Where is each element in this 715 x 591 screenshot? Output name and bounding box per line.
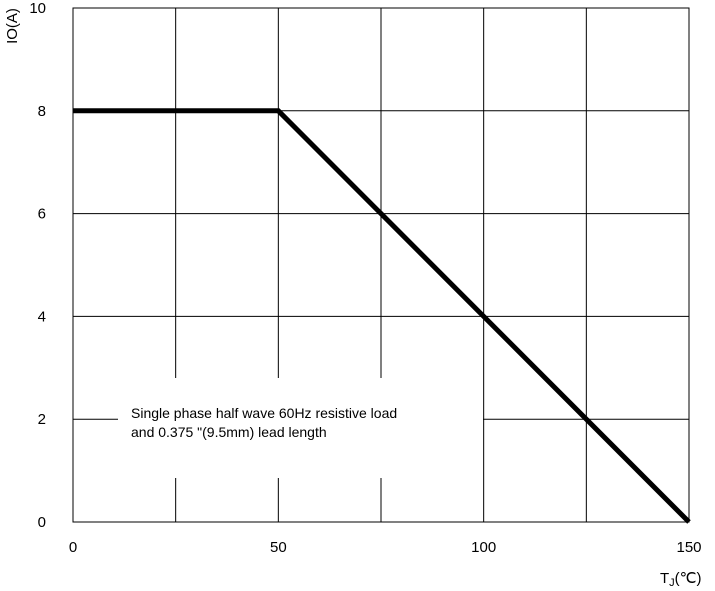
x-tick-label-3: 150 (676, 539, 701, 556)
x-tick-labels: 0 50 100 150 (69, 539, 702, 556)
x-axis-title: TJ(℃) (660, 570, 702, 589)
y-tick-label-4: 8 (38, 103, 46, 120)
annotation-line-2: and 0.375 "(9.5mm) lead length (131, 424, 327, 440)
y-axis-title: IO(A) (4, 8, 21, 44)
x-tick-label-1: 50 (270, 539, 287, 556)
y-tick-labels: 0 2 4 6 8 10 (29, 0, 46, 531)
y-tick-label-1: 2 (38, 411, 46, 428)
derating-curve (73, 108, 691, 524)
y-tick-label-5: 10 (29, 0, 46, 17)
x-axis-title-main: T (660, 570, 669, 587)
x-axis-title-subscript: J (669, 577, 675, 589)
annotation-line-1: Single phase half wave 60Hz resistive lo… (131, 405, 397, 421)
x-tick-label-0: 0 (69, 539, 77, 556)
y-tick-label-2: 4 (38, 308, 46, 325)
x-tick-label-2: 100 (471, 539, 496, 556)
annotation-background (118, 378, 483, 478)
plot-frame (72, 7, 690, 523)
y-tick-label-3: 6 (38, 206, 46, 223)
y-tick-label-0: 0 (38, 514, 46, 531)
x-axis-title-unit: (℃) (675, 570, 702, 587)
